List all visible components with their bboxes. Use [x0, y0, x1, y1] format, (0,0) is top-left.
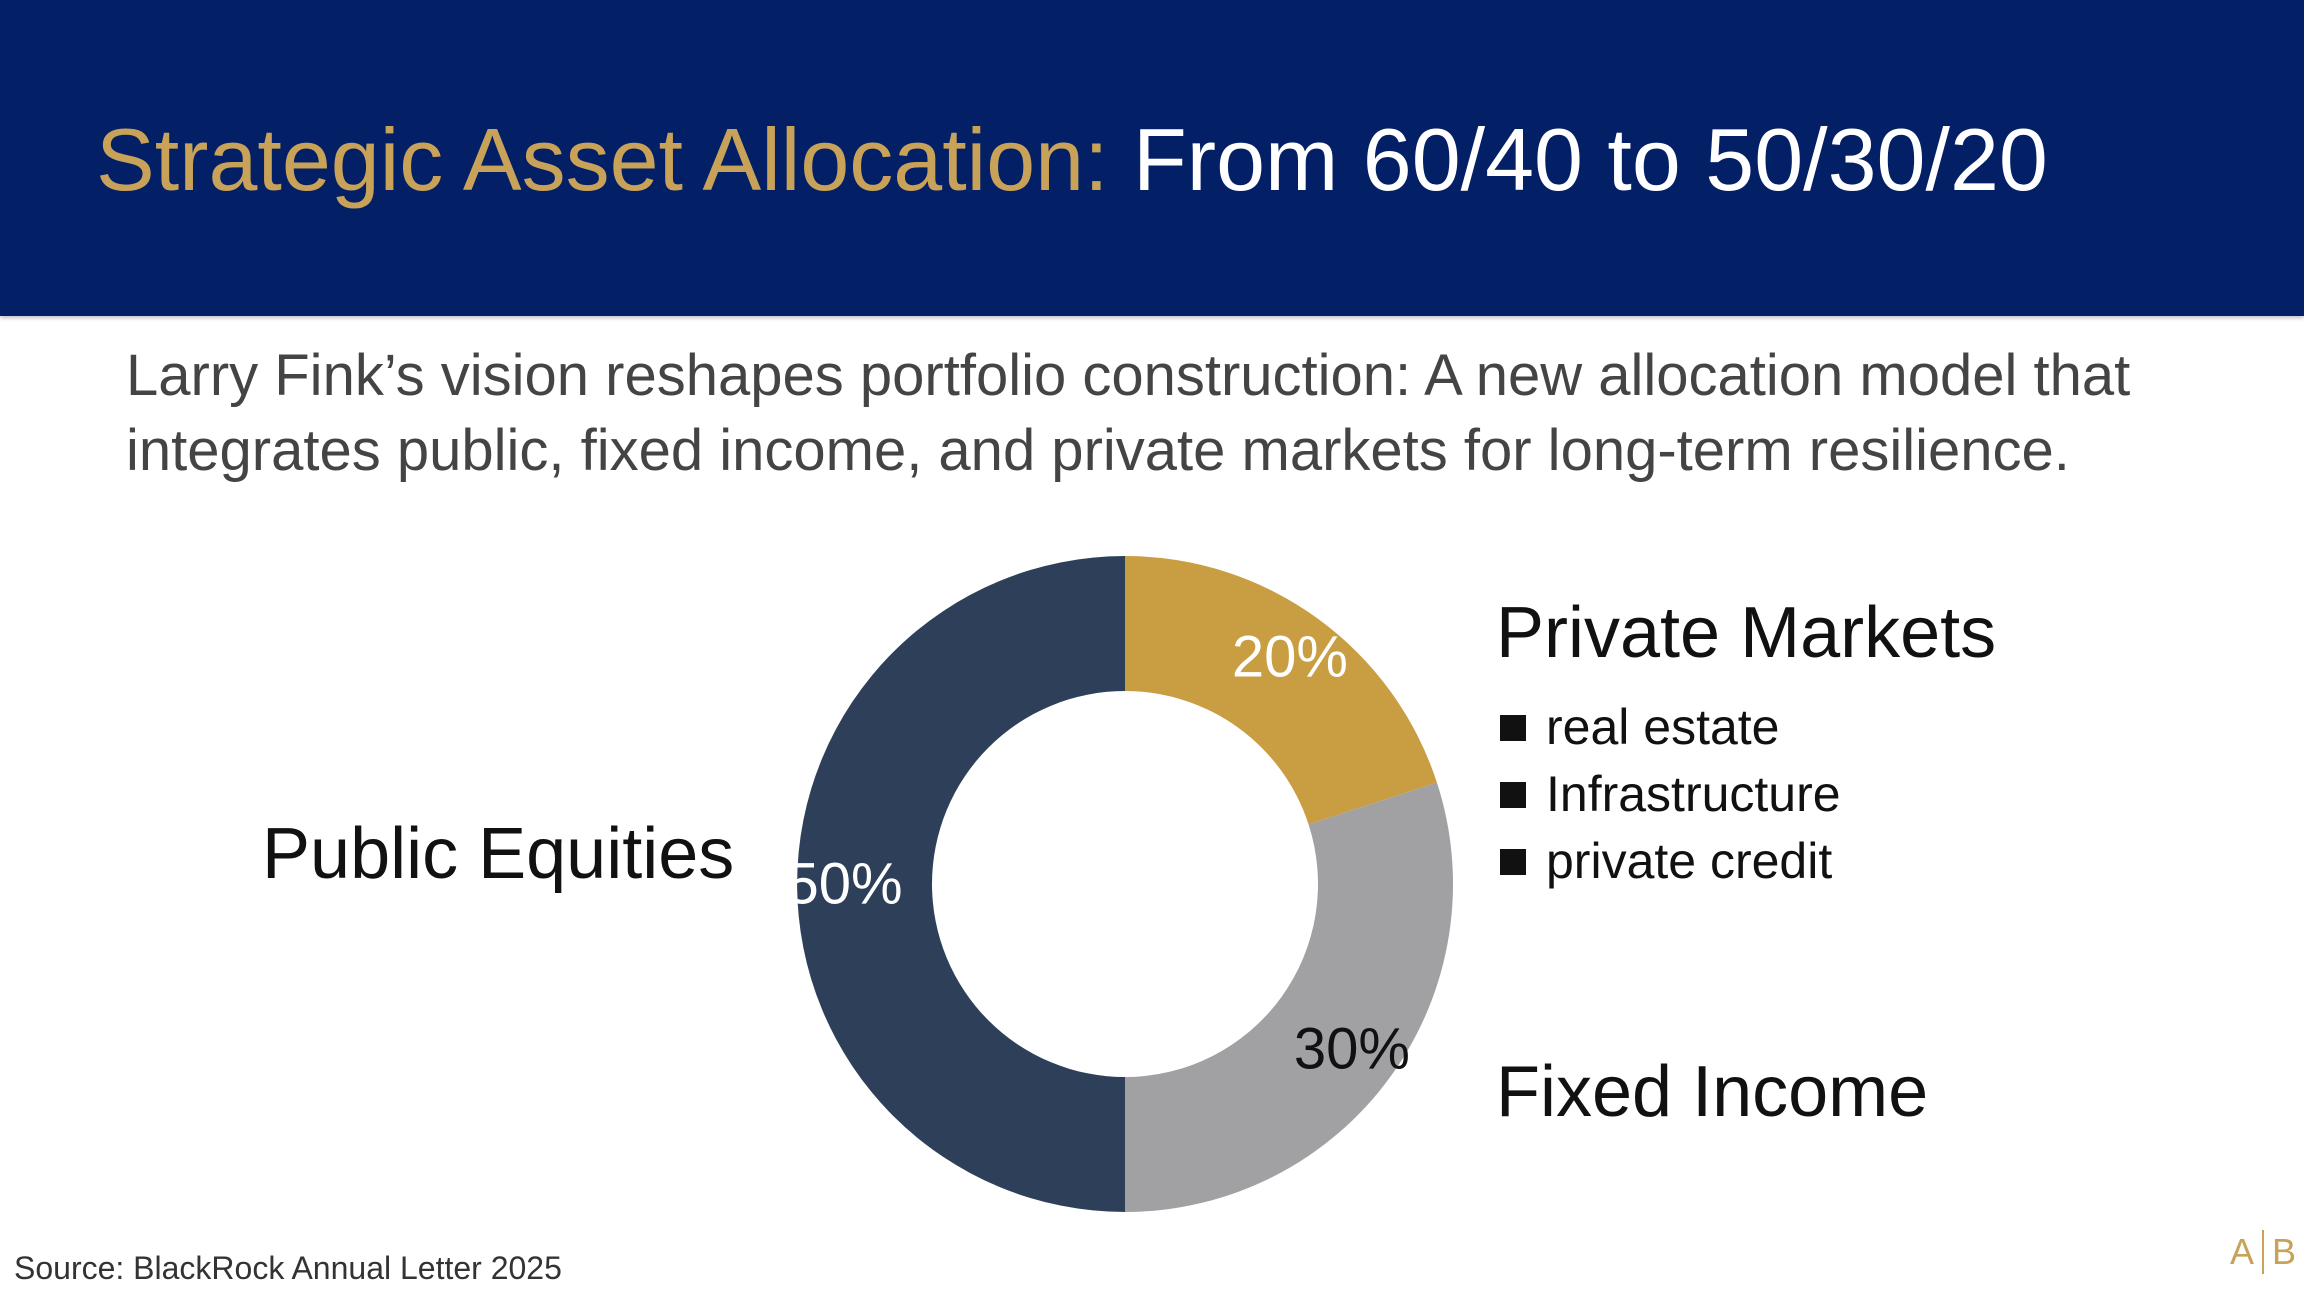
title-accent: Strategic Asset Allocation:: [96, 110, 1109, 209]
source-note: Source: BlackRock Annual Letter 2025: [14, 1250, 562, 1286]
square-bullet-icon: [1500, 714, 1526, 741]
title-main: From 60/40 to 50/30/20: [1133, 110, 2048, 209]
donut-value-label-private-markets: 20%: [1232, 625, 1348, 690]
page-title: Strategic Asset Allocation: From 60/40 t…: [96, 100, 2048, 220]
square-bullet-icon: [1500, 781, 1526, 808]
donut-slice-fixed-income: [1125, 782, 1453, 1212]
list-item: Infrastructure: [1500, 761, 1841, 828]
donut-slice-private-markets: [1125, 556, 1437, 825]
private-markets-label: Private Markets: [1496, 593, 1997, 673]
square-bullet-icon: [1500, 848, 1526, 875]
list-item-label: private credit: [1546, 833, 1833, 889]
donut-value-label-fixed-income: 30%: [1294, 1016, 1410, 1081]
list-item-label: real estate: [1546, 699, 1780, 755]
donut-value-label-public-equities: 50%: [786, 852, 902, 917]
title-banner: Strategic Asset Allocation: From 60/40 t…: [0, 0, 2304, 316]
logo-letter-left: A: [2229, 1231, 2254, 1272]
donut-slice-public-equities: [797, 556, 1125, 1212]
subtitle: Larry Fink’s vision reshapes portfolio c…: [126, 343, 2131, 483]
public-equities-label: Public Equities: [262, 814, 735, 894]
donut-value-labels: 20% 30% 50%: [786, 625, 1410, 1082]
logo: A B: [2230, 1230, 2296, 1274]
logo-letter-right: B: [2271, 1231, 2296, 1272]
donut-slices: [797, 556, 1453, 1212]
list-item: real estate: [1500, 694, 1841, 761]
private-markets-list: real estate Infrastructure private credi…: [1500, 694, 1841, 895]
logo-divider: [2261, 1230, 2264, 1274]
list-item-label: Infrastructure: [1546, 766, 1841, 822]
list-item: private credit: [1500, 828, 1841, 895]
fixed-income-label: Fixed Income: [1496, 1052, 1929, 1132]
